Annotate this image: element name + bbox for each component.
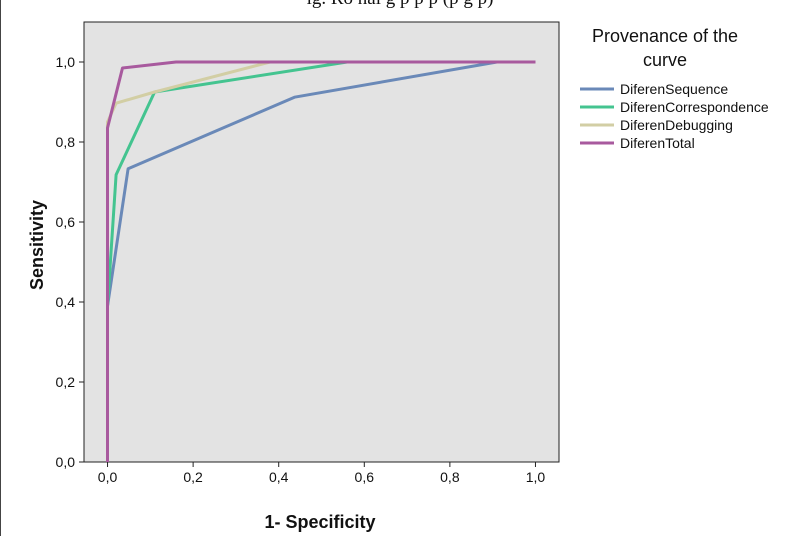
x-tick-label: 1,0	[526, 469, 546, 485]
y-tick-label: 0,2	[56, 374, 76, 390]
plot-background	[84, 22, 559, 462]
y-tick-label: 1,0	[56, 54, 76, 70]
y-axis-ticks: 0,0 0,2 0,4 0,6 0,8 1,0	[56, 54, 84, 470]
x-tick-label: 0,0	[98, 469, 118, 485]
y-tick-label: 0,8	[56, 134, 76, 150]
x-tick-label: 0,8	[440, 469, 460, 485]
legend-entry-label: DiferenCorrespondence	[620, 99, 769, 115]
legend-entry-label: DiferenDebugging	[620, 117, 733, 133]
legend-entry-label: DiferenSequence	[620, 81, 728, 97]
legend-items: DiferenSequence DiferenCorrespondence Dife…	[580, 81, 769, 151]
y-tick-label: 0,0	[56, 454, 76, 470]
legend: Provenance of the curve DiferenSequenceD…	[580, 26, 769, 151]
x-tick-label: 0,2	[183, 469, 203, 485]
legend-title-line-2: curve	[643, 50, 687, 70]
legend-entry-label: DiferenTotal	[620, 135, 695, 151]
x-tick-label: 0,6	[355, 469, 375, 485]
left-border-line	[0, 0, 1, 536]
figure-caption-cropped: ig. Ro nal g p p p (p g p)	[0, 0, 800, 12]
x-axis-label: 1- Specificity	[264, 512, 375, 532]
plot-border	[83, 21, 560, 463]
series-diferentotal-line	[106, 60, 536, 462]
legend-title-line-1: Provenance of the	[592, 26, 738, 46]
x-axis-ticks: 0,0 0,2 0,4 0,6 0,8 1,0	[98, 462, 546, 485]
y-axis-label: Sensitivity	[27, 200, 47, 290]
series-lines	[106, 60, 536, 462]
x-tick-label: 0,4	[269, 469, 289, 485]
y-tick-label: 0,4	[56, 294, 76, 310]
y-tick-label: 0,6	[56, 214, 76, 230]
